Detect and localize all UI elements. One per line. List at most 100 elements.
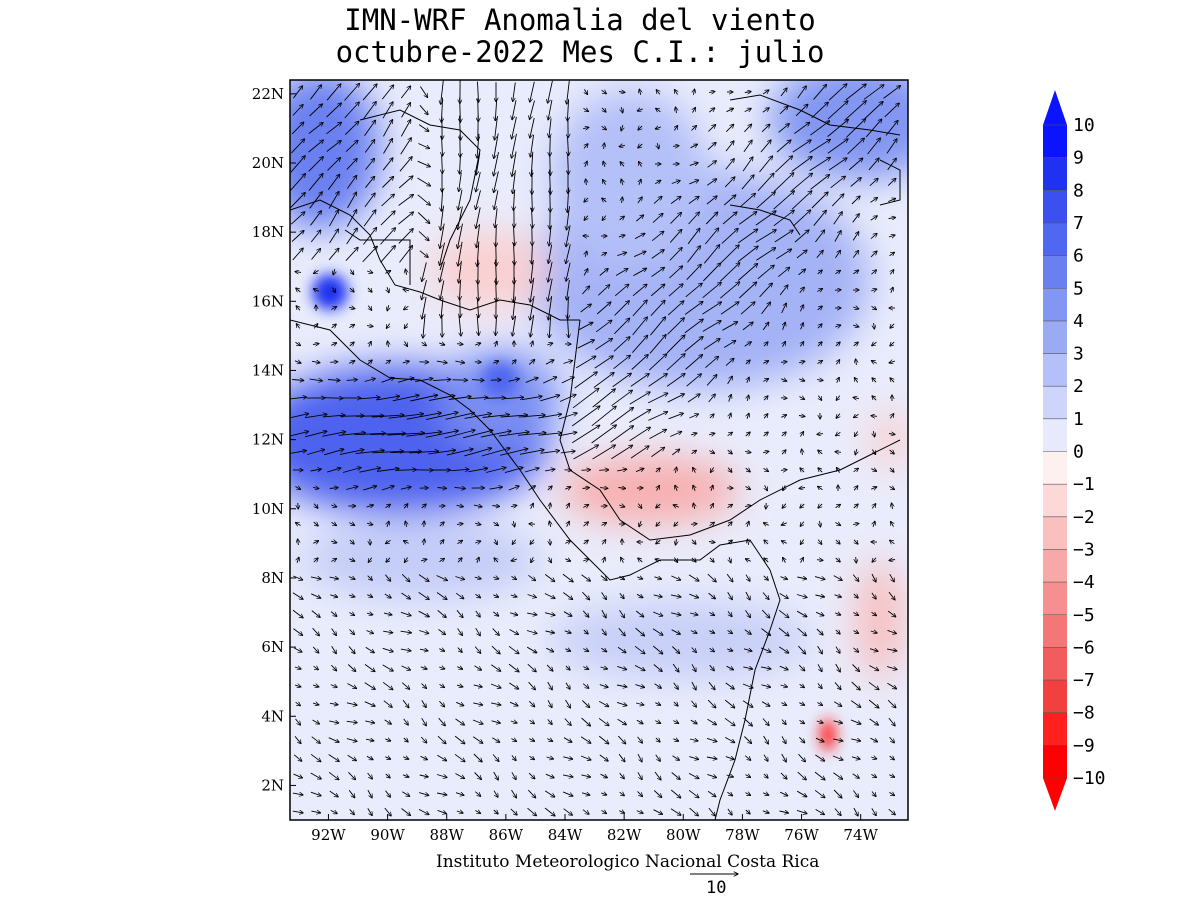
wind-vector xyxy=(693,503,694,510)
wind-vector xyxy=(459,260,462,283)
wind-vector xyxy=(439,558,445,561)
wind-vector xyxy=(422,280,427,300)
colorbar-label: −2 xyxy=(1073,507,1095,528)
wind-vector xyxy=(871,469,876,472)
wind-vector xyxy=(603,161,605,167)
wind-vector xyxy=(482,415,510,418)
wind-vector xyxy=(512,116,517,139)
wind-vector xyxy=(888,198,895,201)
wind-vector xyxy=(818,324,822,329)
wind-vector xyxy=(348,577,355,580)
lat-tick-label: 22N xyxy=(252,85,284,103)
wind-vector xyxy=(565,541,570,544)
wind-vector xyxy=(702,302,722,315)
wind-vector xyxy=(565,559,570,561)
wind-vector xyxy=(762,90,769,95)
wind-vector xyxy=(495,539,498,544)
wind-vector xyxy=(385,271,390,274)
wind-vector xyxy=(780,577,788,580)
wind-vector xyxy=(633,268,646,277)
wind-vector xyxy=(339,450,364,455)
wind-vector xyxy=(387,433,425,436)
wind-vector xyxy=(473,505,482,507)
wind-vector xyxy=(778,267,789,278)
wind-vector xyxy=(571,425,600,444)
wind-vector xyxy=(369,341,371,347)
lat-tick-label: 2N xyxy=(261,776,284,794)
wind-vector xyxy=(831,194,844,207)
wind-vector xyxy=(308,174,323,191)
wind-vector xyxy=(651,447,664,458)
wind-vector xyxy=(887,178,896,186)
wind-vector xyxy=(329,577,339,579)
wind-vector xyxy=(582,286,589,295)
wind-vector xyxy=(349,613,354,616)
wind-vector xyxy=(406,413,442,420)
wind-vector xyxy=(799,287,805,294)
wind-vector xyxy=(477,241,479,267)
wind-vector xyxy=(583,269,588,276)
wind-vector xyxy=(726,108,734,113)
wind-vector xyxy=(290,431,308,437)
wind-vector xyxy=(622,197,623,204)
wind-vector xyxy=(856,359,857,366)
wind-vector xyxy=(710,467,713,473)
wind-vector xyxy=(462,430,493,439)
wind-vector xyxy=(874,322,875,329)
wind-vector xyxy=(460,115,461,141)
wind-vector xyxy=(531,260,534,283)
wind-vector xyxy=(703,339,720,350)
wind-vector xyxy=(344,102,360,119)
wind-vector xyxy=(687,246,701,263)
wind-vector xyxy=(722,212,737,225)
wind-vector xyxy=(494,558,498,563)
wind-vector xyxy=(669,266,682,279)
wind-vector xyxy=(853,504,858,508)
wind-vector xyxy=(612,373,632,388)
wind-vector xyxy=(638,558,643,562)
wind-vector xyxy=(292,248,303,261)
wind-vector xyxy=(582,127,589,128)
wind-vector xyxy=(513,520,514,527)
wind-vector xyxy=(591,406,616,427)
wind-vector xyxy=(308,140,324,153)
wind-vector xyxy=(872,449,875,455)
wind-vector xyxy=(601,523,606,526)
wind-vector xyxy=(773,210,794,227)
wind-vector xyxy=(828,84,847,101)
wind-vector xyxy=(404,557,407,563)
wind-vector xyxy=(600,575,607,581)
wind-vector xyxy=(532,207,533,228)
wind-vector xyxy=(480,431,511,438)
wind-vector xyxy=(477,298,478,317)
wind-vector xyxy=(425,431,459,438)
wind-vector xyxy=(544,593,555,599)
colorbar-label: −3 xyxy=(1073,539,1095,560)
wind-vector xyxy=(530,295,535,320)
wind-vector xyxy=(872,378,877,383)
wind-vector xyxy=(338,433,366,436)
wind-vector xyxy=(799,379,805,381)
wind-vector xyxy=(366,505,374,507)
wind-vector xyxy=(773,191,795,210)
wind-vector xyxy=(815,595,824,597)
wind-vector xyxy=(398,195,414,206)
wind-vector xyxy=(486,398,506,399)
wind-vector xyxy=(852,232,859,241)
colorbar-label: −4 xyxy=(1073,572,1095,593)
wind-vector xyxy=(817,270,823,274)
wind-vector xyxy=(708,125,715,132)
wind-vector xyxy=(290,397,306,399)
wind-vector xyxy=(468,468,487,473)
wind-vector xyxy=(511,559,518,561)
wind-vector xyxy=(512,133,517,158)
wind-vector xyxy=(745,451,751,452)
wind-vector xyxy=(310,230,321,243)
wind-vector xyxy=(457,540,463,543)
wind-vector xyxy=(384,593,391,598)
wind-vector xyxy=(631,335,647,353)
wind-vector xyxy=(883,86,901,99)
wind-vector xyxy=(585,161,587,167)
colorbar-segment xyxy=(1043,157,1067,191)
wind-vector xyxy=(835,613,841,615)
